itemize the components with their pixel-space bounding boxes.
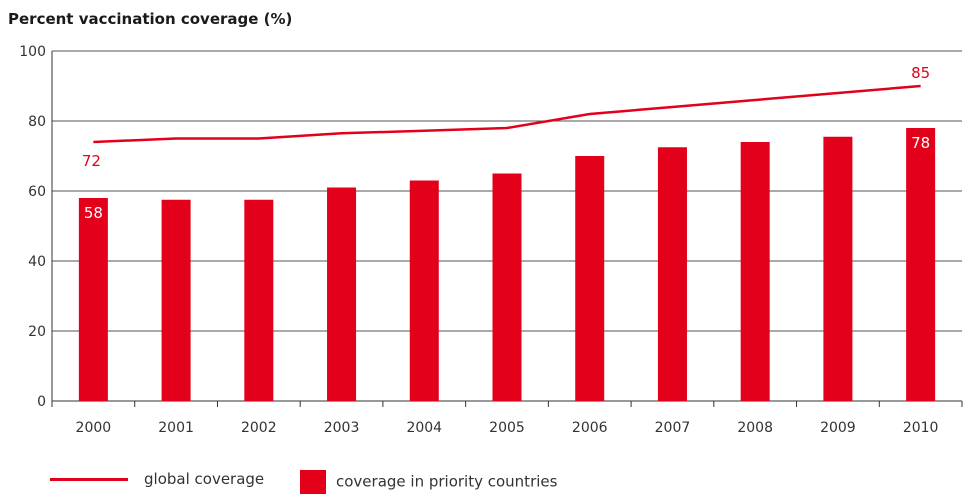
y-tick-label: 100 <box>19 44 46 60</box>
x-tick-label: 2003 <box>324 420 360 436</box>
x-tick-label: 2010 <box>903 420 939 436</box>
x-tick-label: 2008 <box>737 420 773 436</box>
line-data-label: 72 <box>82 152 101 170</box>
y-tick-label: 0 <box>37 394 46 410</box>
bar <box>409 180 439 401</box>
y-tick-label: 80 <box>28 114 46 130</box>
y-tick-label: 20 <box>28 324 46 340</box>
x-tick-label: 2002 <box>241 420 277 436</box>
bar <box>740 142 770 401</box>
x-tick-label: 2007 <box>655 420 691 436</box>
line-global-coverage <box>93 84 921 144</box>
bar <box>492 173 522 401</box>
legend-global-coverage-label: global coverage <box>144 470 265 488</box>
chart-title: Percent vaccination coverage (%) <box>8 10 293 28</box>
y-tick-label: 60 <box>28 184 46 200</box>
x-tick-label: 2009 <box>820 420 856 436</box>
x-tick-label: 2000 <box>76 420 112 436</box>
x-tick-label: 2001 <box>158 420 194 436</box>
bar <box>244 199 274 401</box>
legend-line-swatch <box>50 478 128 481</box>
x-tick-label: 2005 <box>489 420 525 436</box>
bar <box>327 187 357 401</box>
legend-global-coverage: global coverage <box>50 470 264 488</box>
x-tick-label: 2004 <box>406 420 442 436</box>
bar <box>906 128 936 401</box>
x-tick-label: 2006 <box>572 420 608 436</box>
bar-data-label: 58 <box>84 204 103 222</box>
bar-data-label: 78 <box>911 134 930 152</box>
line-data-label: 85 <box>911 64 930 82</box>
legend-bar-swatch <box>300 470 326 494</box>
bar <box>575 156 605 401</box>
legend-priority-coverage: coverage in priority countries <box>300 470 557 494</box>
bar <box>78 198 108 401</box>
bar <box>657 147 687 401</box>
bar <box>823 136 853 401</box>
y-tick-label: 40 <box>28 254 46 270</box>
legend-priority-coverage-label: coverage in priority countries <box>336 472 558 491</box>
bar <box>161 199 191 401</box>
